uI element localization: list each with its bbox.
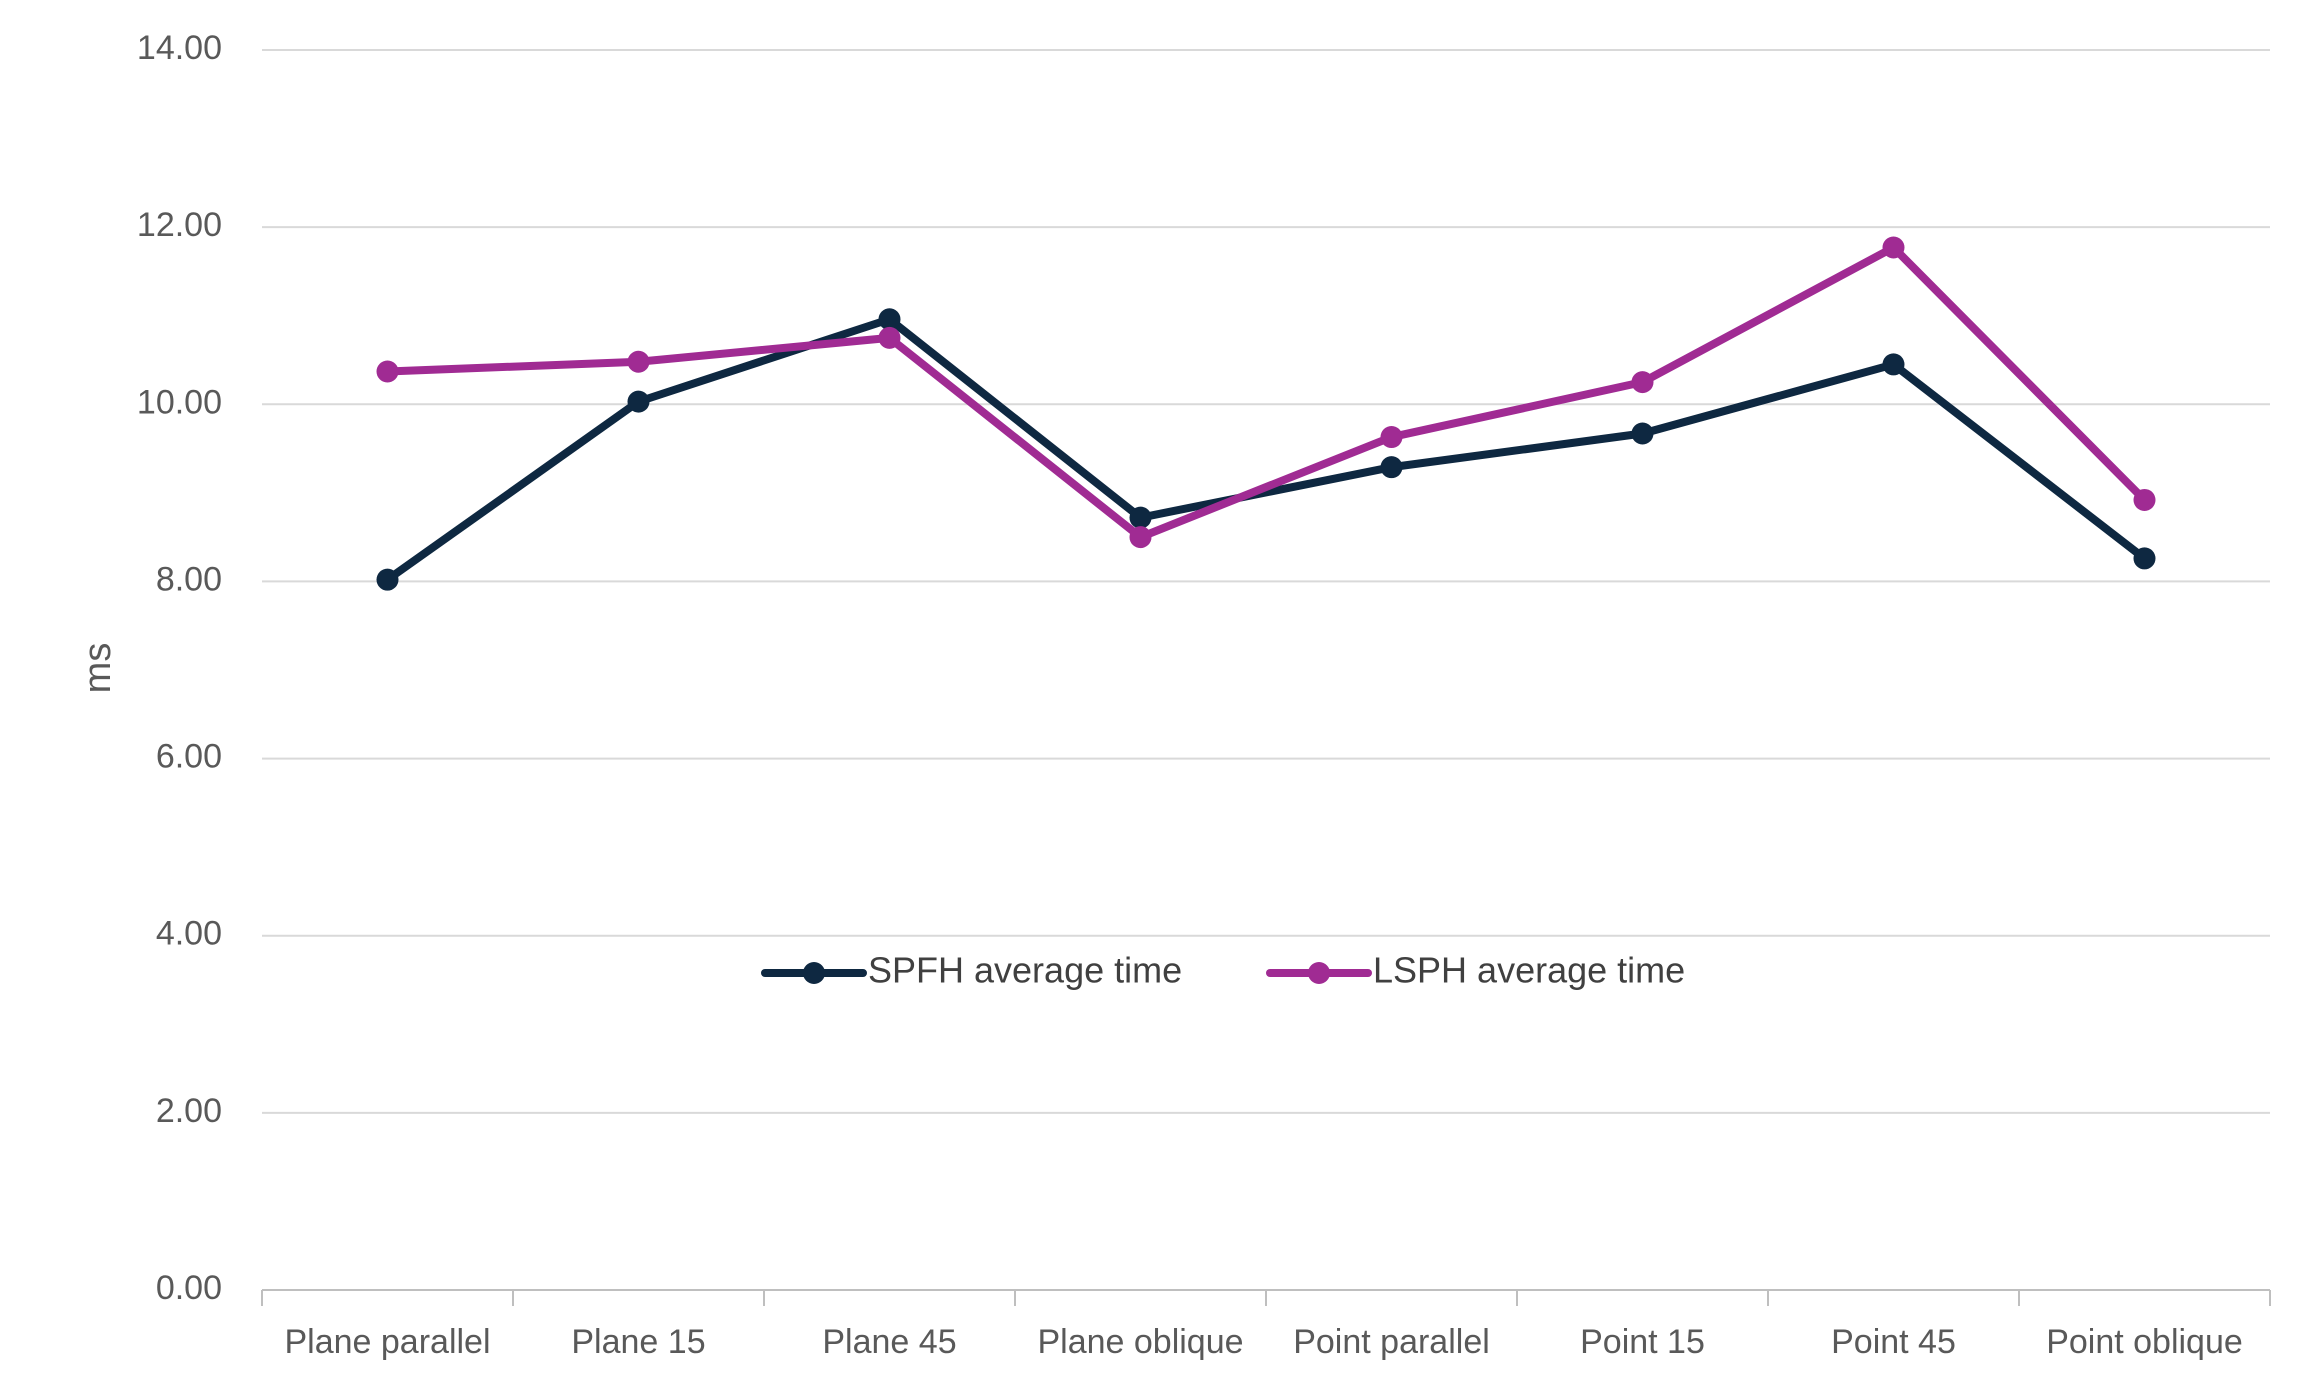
legend-label: LSPH average time [1373,950,1685,991]
x-tick-label: Point oblique [2046,1323,2243,1361]
y-tick-label: 14.00 [137,29,222,67]
y-tick-label: 8.00 [156,560,222,598]
y-tick-label: 6.00 [156,738,222,776]
data-point [1882,353,1905,376]
series-line [383,243,2149,542]
x-tick-label: Plane parallel [284,1323,490,1361]
data-point [2133,488,2156,511]
series-line [383,315,2149,584]
data-point [878,326,901,349]
data-point [376,568,399,591]
legend-swatch-marker [803,962,825,984]
x-tick-label: Plane 15 [571,1323,705,1361]
data-point [1631,422,1654,445]
x-tick-label: Plane oblique [1037,1323,1243,1361]
y-axis-ticks: 0.00 2.00 4.00 6.00 8.00 10.00 12.00 14.00 [137,29,222,1307]
y-tick-label: 10.00 [137,383,222,421]
data-point [1129,526,1152,549]
y-tick-label: 2.00 [156,1092,222,1130]
legend-item: SPFH average time [761,950,1182,991]
gridlines [262,49,2270,1114]
x-tick-label: Point 45 [1831,1323,1956,1361]
data-point [627,390,650,413]
legend-label: SPFH average time [868,950,1182,991]
x-axis-ticks: Plane parallel Plane 15 Plane 45 Plane obli… [284,1323,2242,1361]
data-point [376,360,399,383]
x-axis [261,1289,2271,1306]
y-tick-label: 4.00 [156,915,222,953]
data-point [627,350,650,373]
legend-swatch-marker [1308,962,1330,984]
data-point [1380,426,1403,449]
data-point [1129,506,1152,529]
data-point [1631,371,1654,394]
data-point [2133,547,2156,570]
legend-item: LSPH average time [1266,950,1685,991]
data-point [1882,236,1905,259]
data-point [878,308,901,331]
legend: SPFH average time LSPH average time [761,950,1685,991]
data-point [1380,456,1403,479]
series-lines [376,236,2156,591]
y-axis-title: ms [77,643,119,694]
series-spfh-average-time [376,308,2156,591]
x-tick-label: Point 15 [1580,1323,1705,1361]
x-tick-label: Plane 45 [822,1323,956,1361]
y-tick-label: 12.00 [137,206,222,244]
series-lsph-average-time [376,236,2156,549]
y-tick-label: 0.00 [156,1269,222,1307]
x-tick-label: Point parallel [1293,1323,1490,1361]
